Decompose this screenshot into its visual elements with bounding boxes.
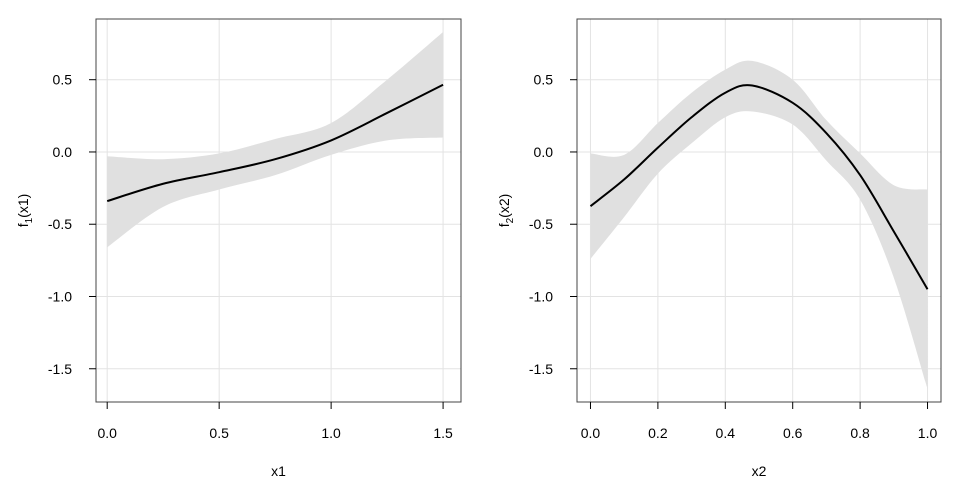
y-tick-label: -0.5 — [529, 216, 553, 232]
x-tick-label: 1.5 — [433, 425, 453, 441]
panel-1: 0.0 0.5 1.0 1.5 0.5 0.0 -0.5 -1.0 -1.5 x1 f1(x1) — [15, 18, 462, 479]
y-label-base: f — [496, 223, 512, 227]
y-label-subscript: 1 — [24, 217, 35, 223]
y-label-rest: (x1) — [15, 194, 31, 218]
y-tick-label: -1.5 — [529, 361, 553, 377]
x-tick-label: 0.2 — [648, 425, 668, 441]
x-tick-label: 0.4 — [716, 425, 736, 441]
panel-2: 0.0 0.2 0.4 0.6 0.8 1.0 0.5 0.0 -0.5 -1.0 -1.5 x2 f2… — [496, 18, 942, 479]
confidence-band — [107, 32, 444, 248]
x-tick-label: 0.8 — [850, 425, 870, 441]
y-tick-label: -1.0 — [48, 288, 72, 304]
y-tick-label: 0.0 — [53, 144, 73, 160]
x-tick-label: 0.0 — [581, 425, 601, 441]
fit-line — [106, 83, 444, 203]
y-label-base: f — [15, 223, 31, 227]
y-tick-label: -1.0 — [529, 288, 553, 304]
y-label-rest: (x2) — [496, 194, 512, 218]
x-tick-label: 0.5 — [209, 425, 229, 441]
y-axis-label: f2(x2) — [496, 194, 516, 228]
plot-frame — [95, 18, 462, 403]
y-tick-label: 0.5 — [534, 72, 554, 88]
plot-frame — [576, 18, 942, 403]
x-tick-label: 1.0 — [321, 425, 341, 441]
x-tick-label: 1.0 — [918, 425, 938, 441]
y-tick-label: -0.5 — [48, 216, 72, 232]
y-tick-label: 0.0 — [534, 144, 554, 160]
confidence-band — [590, 60, 928, 389]
y-tick-label: -1.5 — [48, 361, 72, 377]
y-axis-label: f1(x1) — [15, 194, 35, 228]
fit-line — [589, 84, 929, 290]
x-tick-label: 0.0 — [97, 425, 117, 441]
y-label-subscript: 2 — [505, 217, 516, 223]
x-axis-label: x2 — [752, 463, 767, 479]
x-tick-label: 0.6 — [783, 425, 803, 441]
y-tick-label: 0.5 — [53, 72, 73, 88]
x-axis-label: x1 — [271, 463, 286, 479]
